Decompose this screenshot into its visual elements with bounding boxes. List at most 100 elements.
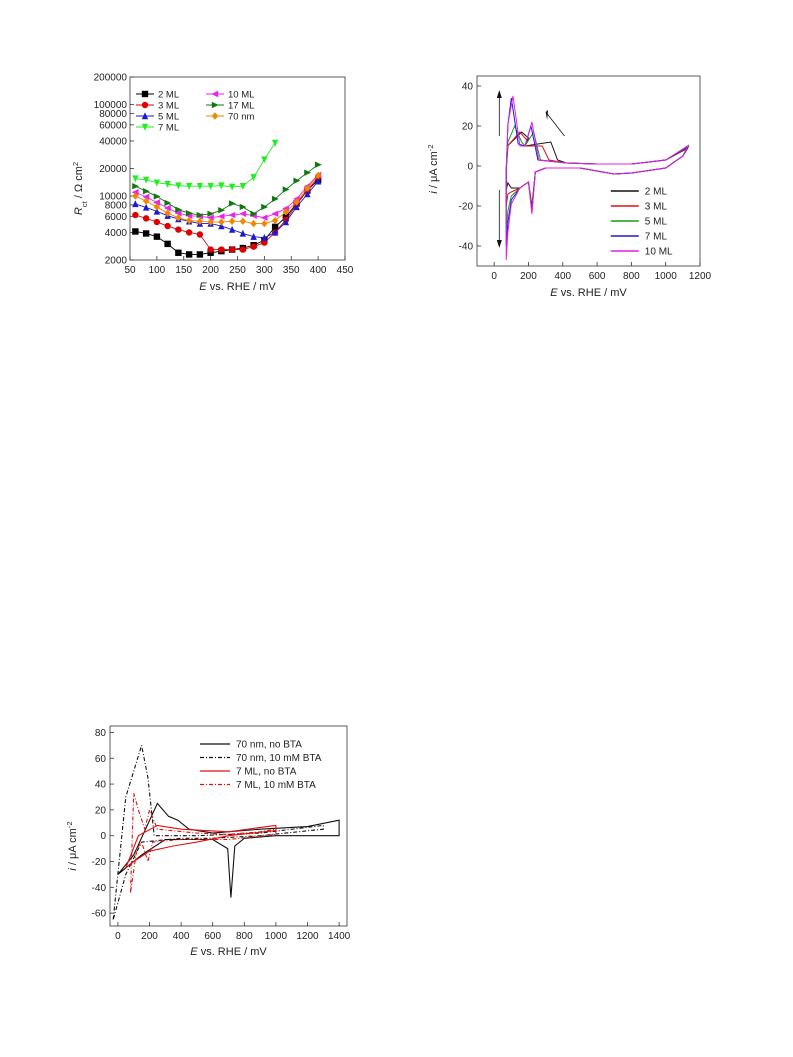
series-70-nm-no-bta (117, 802, 340, 898)
legend-label: 5 ML (158, 112, 179, 123)
y-tick-label: 40 (95, 780, 107, 791)
data-point (163, 204, 171, 212)
data-point (153, 179, 161, 187)
data-point (239, 203, 247, 211)
data-point (153, 193, 161, 200)
data-point (131, 189, 139, 196)
data-point (239, 210, 247, 217)
data-point (174, 209, 182, 217)
legend-marker (141, 101, 149, 109)
data-point (271, 216, 279, 225)
data-point (175, 249, 182, 256)
y-tick-label: 200000 (94, 73, 128, 84)
x-tick-label: 800 (623, 271, 640, 282)
series-line (135, 180, 319, 239)
data-point (228, 211, 236, 219)
y-tick-label: 80 (95, 728, 107, 739)
y-axis-label: i / μA cm-2 (426, 144, 441, 193)
data-point (164, 240, 171, 248)
data-point (142, 230, 150, 237)
legend-label: 10 ML (228, 90, 254, 101)
data-point (239, 246, 247, 253)
data-point (314, 161, 322, 168)
series-10-ml (505, 95, 690, 261)
legend-label: 70 nm, 10 mM BTA (236, 753, 322, 764)
x-axis-label: E vs. RHE / mV (550, 287, 627, 299)
data-point (142, 193, 150, 201)
data-point (260, 214, 268, 221)
data-point (218, 246, 225, 253)
x-tick-label: 400 (173, 931, 190, 942)
x-tick-label: 200 (202, 265, 219, 276)
data-point (218, 222, 225, 230)
x-tick-label: 1200 (689, 271, 712, 282)
legend-marker (141, 123, 149, 131)
data-point (217, 213, 225, 220)
data-point (185, 209, 193, 217)
data-point (132, 200, 139, 208)
data-point (185, 251, 193, 258)
x-tick-label: 350 (283, 265, 300, 276)
data-point (206, 214, 214, 221)
series-5-ml (132, 177, 322, 241)
series-2-ml (132, 176, 322, 258)
y-tick-label: -20 (459, 202, 474, 213)
data-point (132, 228, 139, 235)
arrow-down-head (496, 240, 502, 248)
x-tick-label: 600 (204, 931, 221, 942)
legend-label: 70 nm, no BTA (236, 740, 302, 751)
data-point (314, 177, 322, 185)
x-tick-label: 50 (124, 265, 136, 276)
data-point (207, 183, 214, 190)
x-tick-label: 600 (589, 271, 606, 282)
legend-marker (211, 101, 219, 109)
series-17-ml (132, 161, 322, 219)
x-tick-label: 200 (141, 931, 158, 942)
data-point (239, 183, 247, 190)
y-tick-label: 0 (467, 162, 473, 173)
data-point (293, 203, 300, 211)
data-point (164, 180, 171, 188)
legend-label: 3 ML (645, 202, 668, 213)
chart-cv-bta: 0 200 400 600 800 1000 1200 1400 -60 -40 -20 0 20 40 6… (65, 725, 351, 958)
series-7-ml-no-bta (125, 824, 277, 869)
data-point (239, 229, 247, 237)
data-point (271, 210, 279, 217)
series-line (135, 142, 276, 188)
data-point (250, 219, 257, 228)
x-tick-label: 400 (554, 271, 571, 282)
data-point (218, 182, 225, 190)
x-tick-label: 300 (256, 265, 273, 276)
series-line (129, 792, 277, 893)
x-tick-label: 250 (229, 265, 246, 276)
y-axis-label: Rct / Ω cm2 (71, 162, 89, 215)
x-tick-label: 800 (236, 931, 253, 942)
arrow-diag (547, 113, 565, 137)
y-tick-label: 2000 (105, 256, 128, 267)
plot-frame (476, 75, 701, 267)
data-point (153, 233, 161, 240)
x-tick-label: 1000 (655, 271, 678, 282)
series-line (135, 179, 319, 255)
data-point (271, 223, 279, 231)
x-tick-label: 0 (491, 271, 497, 282)
data-point (261, 219, 268, 228)
legend-marker (141, 90, 149, 98)
data-point (218, 218, 225, 226)
data-point (304, 190, 311, 198)
legend-label: 7 ML, no BTA (236, 767, 297, 778)
data-point (153, 207, 161, 215)
data-point (175, 206, 183, 213)
data-point (142, 203, 150, 211)
legend-marker (141, 112, 149, 120)
data-point (185, 216, 193, 225)
legend-label: 7 ML (158, 123, 179, 134)
y-tick-label: -40 (92, 883, 107, 894)
y-tick-label: -60 (92, 909, 107, 920)
data-point (228, 225, 236, 233)
data-point (153, 203, 161, 211)
x-tick-label: 200 (520, 271, 537, 282)
data-point (228, 183, 236, 191)
x-tick-label: 100 (149, 265, 166, 276)
data-point (175, 213, 182, 222)
